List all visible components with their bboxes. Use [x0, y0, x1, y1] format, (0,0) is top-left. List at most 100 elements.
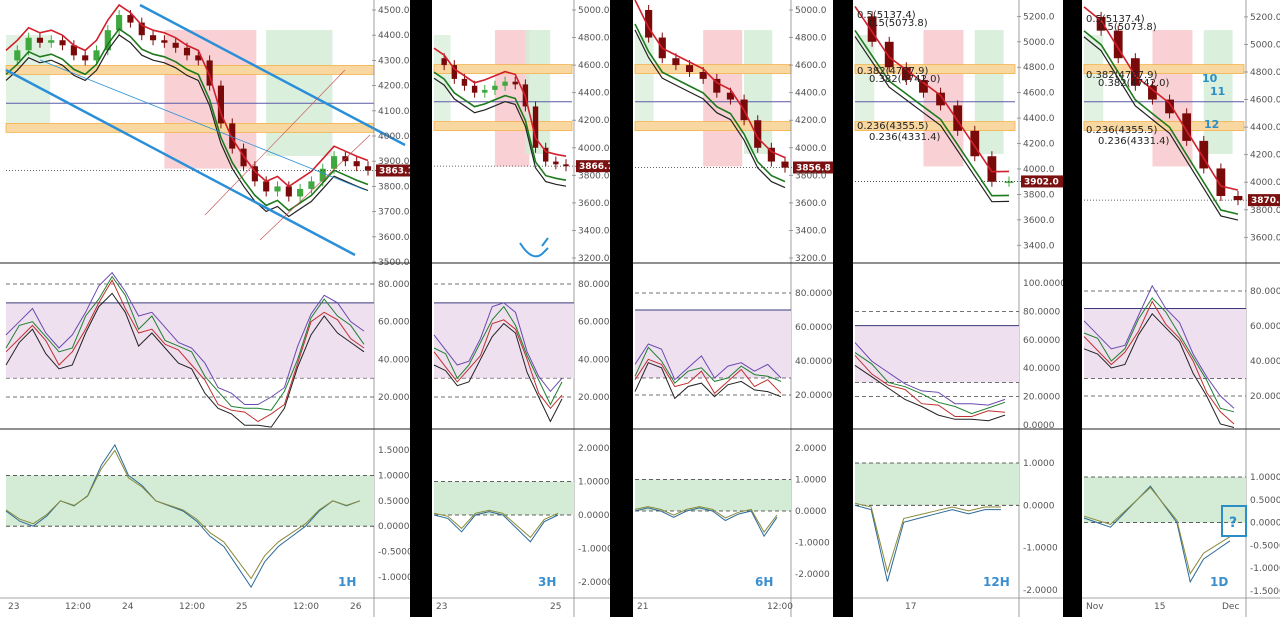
oscillator-tick-label: 60.0000 — [578, 318, 610, 328]
chart-3h: 3866.7 5000.0 4800.0 4600.0 4400.0 4200.0 4000… — [432, 0, 610, 617]
time-tick-label: 24 — [122, 602, 134, 612]
candle-body — [217, 85, 225, 124]
question-box — [1221, 505, 1247, 537]
price-tick-label: 4800.0 — [795, 34, 827, 44]
macd-zone — [434, 481, 574, 515]
oscillator-tick-label: 40.0000 — [378, 355, 410, 365]
macd-tick-label: 0.0000 — [1023, 501, 1055, 511]
macd-tick-label: -1.5000 — [1250, 587, 1280, 597]
macd-signal-line — [854, 502, 1001, 574]
candle-body — [987, 156, 997, 182]
macd-tick-label: -0.5000 — [1250, 541, 1280, 551]
oscillator-line — [634, 362, 782, 400]
macd-tick-label: 2.0000 — [578, 444, 610, 454]
candle-body — [451, 65, 458, 79]
price-tick-label: 4600.0 — [795, 61, 827, 71]
red-zone — [164, 30, 257, 169]
candle-body — [1148, 85, 1157, 100]
green-zone — [1203, 30, 1233, 154]
macd-tick-label: -1.0000 — [578, 545, 610, 555]
candle-body — [138, 22, 145, 36]
oscillator-line — [854, 364, 1006, 422]
fib-label: 0.382(4742.0) — [1098, 78, 1170, 89]
candle-body — [48, 40, 55, 43]
fib-label: 0.382(4742.0) — [869, 74, 941, 85]
time-tick-label: 12:00 — [65, 602, 91, 612]
wave-count-label: 10 — [1202, 72, 1218, 85]
oscillator-line — [5, 271, 365, 405]
candle-body — [919, 79, 928, 93]
macd-tick-label: 1.0000 — [378, 471, 410, 481]
fib-band — [1083, 121, 1245, 131]
price-tick-label: 3600.0 — [795, 199, 827, 209]
oscillator-zone — [635, 310, 791, 378]
red-zone — [1152, 30, 1193, 167]
current-price-label: 3863.1 — [379, 166, 410, 176]
candle-body — [532, 106, 539, 148]
macd-zone — [855, 463, 1019, 506]
timeframe-label: 3H — [538, 575, 556, 589]
oscillator-line — [5, 292, 365, 428]
pitchfork-line — [204, 69, 346, 216]
price-tick-label: 3800.0 — [578, 171, 610, 181]
price-tick-label: 5000.0 — [1250, 40, 1280, 50]
price-tick-label: 4000.0 — [795, 144, 827, 154]
chart-6h: 3856.8 5000.0 4800.0 4600.0 4400.0 4200.0 4000… — [633, 0, 833, 617]
chart-1d: 3870.2 5200.0 5000.0 4800.0 4600.0 4400.0 4200… — [1082, 0, 1280, 617]
macd-tick-label: 0.0000 — [1250, 519, 1280, 529]
oscillator-tick-label: 40.0000 — [1250, 357, 1280, 367]
price-tick-label: 3700.0 — [378, 208, 410, 218]
candle-body — [1113, 30, 1123, 59]
oscillator-line — [1083, 313, 1235, 428]
oscillator-tick-label: 60.0000 — [378, 318, 410, 328]
candle-body — [149, 35, 157, 41]
time-tick-label: 25 — [236, 602, 247, 612]
green-ma-line — [634, 23, 786, 183]
price-tick-label: 4400.0 — [795, 89, 827, 99]
price-tick-label: 4200.0 — [1023, 140, 1055, 150]
candle-body — [1233, 196, 1243, 201]
price-tick-label: 4800.0 — [1023, 63, 1055, 73]
oscillator-line — [5, 279, 365, 423]
price-tick-label: 4800.0 — [1250, 68, 1280, 78]
candle-body — [781, 161, 789, 168]
oscillator-line — [634, 358, 782, 395]
dark-ma-line — [634, 29, 786, 189]
green-ma-line — [854, 29, 1010, 197]
channel-lower-line — [5, 68, 356, 257]
chart-1h: 3863.1 4500.0 4400.0 4300.0 4200.0 4100.0 4000… — [0, 0, 410, 617]
macd-tick-label: 1.0000 — [795, 476, 827, 486]
candle-body — [867, 16, 877, 42]
price-tick-label: 4400.0 — [378, 31, 410, 41]
fib-label: 0.382(4787.9) — [857, 66, 929, 77]
time-tick-label: 23 — [436, 602, 447, 612]
macd-tick-label: -2.0000 — [795, 570, 830, 580]
red-ma-line — [433, 47, 567, 157]
red-ma-line — [5, 3, 369, 188]
candle-body — [953, 105, 963, 131]
oscillator-zone — [6, 302, 374, 379]
fib-label: 0.236(4355.5) — [857, 121, 929, 132]
oscillator-tick-label: 100.0000 — [1023, 279, 1063, 289]
price-tick-label: 4800.0 — [578, 34, 610, 44]
oscillator-zone — [434, 302, 574, 379]
price-tick-label: 4200.0 — [578, 116, 610, 126]
fib-label: 0.236(4331.4) — [869, 132, 941, 143]
fib-band — [634, 121, 792, 131]
time-tick-label: 25 — [550, 602, 561, 612]
macd-tick-label: 1.0000 — [1023, 459, 1055, 469]
price-tick-label: 4500.0 — [378, 6, 410, 16]
price-tick-label: 4000.0 — [378, 132, 410, 142]
macd-tick-label: 0.0000 — [378, 522, 410, 532]
fib-label: 0.5(5073.8) — [869, 18, 928, 29]
macd-tick-label: 0.5000 — [1250, 496, 1280, 506]
macd-tick-label: 1.5000 — [378, 446, 410, 456]
candle-body — [884, 41, 894, 68]
candle-body — [116, 15, 123, 31]
macd-tick-label: -1.0000 — [1023, 544, 1058, 554]
fib-band — [1083, 64, 1245, 74]
oscillator-line — [854, 352, 1006, 415]
price-tick-label: 4000.0 — [1023, 165, 1055, 175]
macd-tick-label: -2.0000 — [1023, 586, 1058, 596]
candle-body — [713, 78, 721, 93]
